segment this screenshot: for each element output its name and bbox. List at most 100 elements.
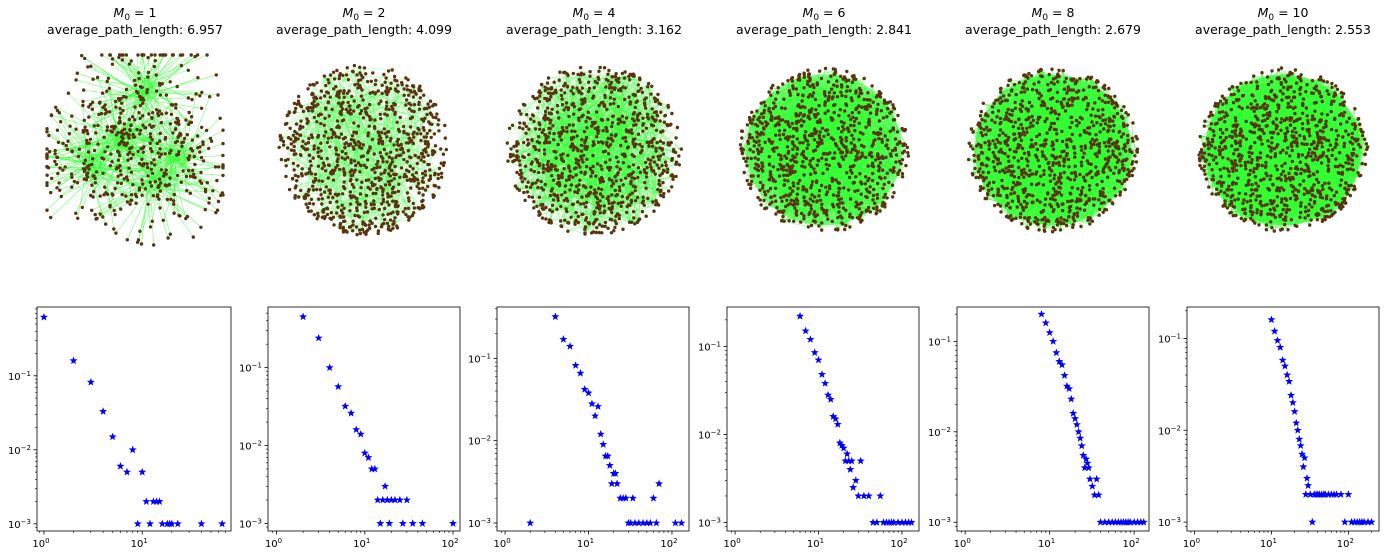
network-node <box>375 186 379 191</box>
network-node <box>360 180 364 184</box>
network-node <box>172 192 176 197</box>
network-node <box>426 184 430 189</box>
network-node <box>608 217 612 222</box>
network-node <box>643 103 647 107</box>
network-node <box>588 166 593 171</box>
network-node <box>86 132 90 136</box>
network-node <box>320 166 324 171</box>
network-node <box>355 178 359 182</box>
network-node <box>390 104 394 109</box>
network-node <box>644 214 648 218</box>
network-node <box>279 138 283 142</box>
network-node <box>140 85 144 90</box>
network-node <box>339 102 343 106</box>
network-node <box>305 121 309 125</box>
network-edge <box>378 132 388 181</box>
network-node <box>92 124 96 128</box>
network-node <box>517 125 522 130</box>
network-node <box>567 123 571 127</box>
network-edge <box>344 126 359 189</box>
network-node <box>208 136 213 141</box>
network-node <box>606 117 610 122</box>
network-node <box>77 147 82 151</box>
network-node <box>662 191 666 196</box>
network-node <box>187 168 191 173</box>
network-node <box>142 53 146 57</box>
network-node <box>632 119 637 123</box>
network-node <box>364 232 368 236</box>
network-node <box>90 162 94 167</box>
network-node <box>352 159 357 163</box>
network-node <box>624 176 628 180</box>
network-node <box>344 151 348 156</box>
network-node <box>45 173 49 177</box>
network-edge <box>315 67 365 98</box>
network-node <box>382 72 386 77</box>
network-node <box>364 193 369 198</box>
network-edge <box>130 158 155 181</box>
network-node <box>636 166 641 170</box>
network-node <box>95 75 100 80</box>
network-edge <box>46 128 89 167</box>
network-edge <box>400 149 427 153</box>
network-node <box>584 164 589 169</box>
network-node <box>405 160 409 164</box>
network-node <box>523 164 528 168</box>
network-node <box>585 126 589 130</box>
network-node <box>191 168 195 173</box>
network-node <box>388 139 392 143</box>
network-node <box>598 199 602 203</box>
network-node <box>602 211 606 215</box>
network-node <box>189 53 193 57</box>
network-node <box>611 114 615 119</box>
network-node <box>316 150 320 154</box>
network-node <box>555 182 559 186</box>
network-node <box>146 165 150 170</box>
network-edge <box>176 147 191 150</box>
network-edge <box>183 96 210 164</box>
network-node <box>308 159 312 163</box>
network-node <box>556 198 560 203</box>
network-title-metric: average_path_length: 2.841 <box>736 22 912 37</box>
network-node <box>419 132 423 136</box>
network-node <box>361 98 365 102</box>
network-node <box>649 165 653 169</box>
network-node <box>168 232 172 236</box>
network-node <box>200 125 204 129</box>
network-node <box>143 126 148 130</box>
network-node <box>187 110 191 115</box>
network-node <box>312 144 316 148</box>
network-node <box>554 156 558 160</box>
network-edge <box>316 142 355 219</box>
network-node <box>382 147 386 152</box>
network-node <box>650 144 655 148</box>
network-edge <box>93 137 117 192</box>
network-node <box>587 193 591 198</box>
network-node <box>292 168 296 172</box>
network-node <box>414 171 419 175</box>
network-node <box>524 185 529 189</box>
network-node <box>125 238 129 242</box>
network-node <box>116 174 120 178</box>
network-node <box>141 114 145 118</box>
network-node <box>423 116 427 121</box>
network-node <box>302 146 306 150</box>
network-node <box>349 137 354 142</box>
network-node <box>648 162 652 166</box>
network-node <box>310 109 314 113</box>
network-node <box>609 133 614 137</box>
network-node <box>307 201 312 206</box>
network-node <box>192 154 196 159</box>
network-node <box>115 181 120 185</box>
network-node <box>139 242 144 246</box>
network-edge <box>72 151 92 156</box>
network-node <box>621 227 625 231</box>
network-node <box>158 189 163 193</box>
network-node <box>171 131 175 135</box>
network-node <box>319 112 323 117</box>
network-node <box>340 149 345 154</box>
network-node <box>208 95 212 99</box>
network-node <box>292 110 296 115</box>
network-node <box>67 132 72 136</box>
network-node <box>674 136 678 140</box>
